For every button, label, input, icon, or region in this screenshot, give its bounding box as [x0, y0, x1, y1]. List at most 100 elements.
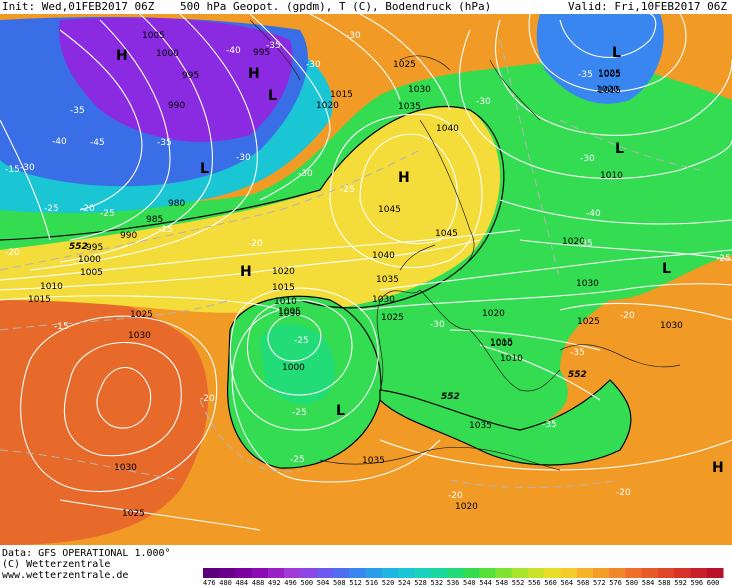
color-scale-label: 528 — [414, 579, 427, 587]
pressure-label: 1030 — [128, 331, 151, 341]
color-scale-label: 600 — [706, 579, 720, 587]
temperature-label: -30 — [580, 154, 595, 164]
source-url[interactable]: www.wetterzentrale.de — [2, 570, 129, 581]
temperature-label: -30 — [346, 31, 361, 41]
pressure-label: 1035 — [376, 275, 399, 285]
color-scale-swatch — [398, 568, 415, 578]
coastline — [489, 59, 541, 121]
color-scale-label: 544 — [479, 579, 492, 587]
color-scale-swatch — [446, 568, 464, 578]
yellow-band — [0, 106, 504, 313]
pressure-label: 1030 — [278, 309, 301, 319]
pressure-label: 1005 — [598, 70, 621, 80]
pressure-label: 995 — [182, 71, 199, 81]
low-pressure-center: L — [615, 141, 624, 157]
temperature-label: -30 — [236, 153, 251, 163]
temperature-label: -35 — [570, 348, 585, 358]
temperature-label: -20 — [200, 394, 215, 404]
temperature-label: -20 — [80, 204, 95, 214]
color-scale-label: 552 — [511, 579, 525, 587]
coastlines — [249, 19, 681, 471]
color-scale-swatch — [219, 568, 236, 578]
temperature-label: -20 — [620, 311, 635, 321]
color-scale-label: 536 — [446, 579, 460, 587]
color-scale-swatch — [365, 568, 383, 578]
pressure-label: 1005 — [278, 307, 301, 317]
color-scale-swatch — [463, 568, 480, 578]
pressure-label: 1030 — [114, 463, 137, 473]
temperature-label: -25 — [44, 204, 59, 214]
isobar — [267, 314, 322, 362]
color-scale-label: 576 — [609, 579, 622, 587]
isobar — [359, 133, 458, 245]
pressure-label: 990 — [120, 231, 137, 241]
isobar — [229, 287, 379, 431]
pressure-label: 1015 — [490, 338, 513, 348]
coastline — [419, 119, 475, 271]
isobar — [0, 239, 481, 291]
color-scale-swatch — [528, 568, 545, 578]
pressure-label: 1045 — [435, 229, 458, 239]
temperature-label: -35 — [578, 70, 593, 80]
color-scale-label: 492 — [268, 579, 281, 587]
pressure-label: 1020 — [272, 267, 295, 277]
isobar — [246, 299, 353, 396]
pressure-label: 1005 — [80, 268, 103, 278]
color-scale-label: 476 — [203, 579, 216, 587]
high-pressure-center: H — [248, 66, 260, 82]
coastline — [319, 446, 561, 471]
temperature-label: -40 — [226, 46, 241, 56]
color-scale-swatch — [316, 568, 334, 578]
pressure-label: 1020 — [596, 85, 619, 95]
map-footer: Data: GFS OPERATIONAL 1.000° (C) Wetterz… — [0, 545, 732, 587]
color-scale-swatch — [349, 568, 366, 578]
pressure-label: 1005 — [142, 31, 165, 41]
low-pressure-center: L — [612, 45, 621, 61]
color-scale-swatch — [511, 568, 529, 578]
pressure-label: 1020 — [562, 237, 585, 247]
pressure-label: 1000 — [282, 363, 305, 373]
color-scale-label: 500 — [300, 579, 314, 587]
isobar — [519, 239, 732, 261]
temperature-label: -25 — [292, 408, 307, 418]
color-scale-swatch — [609, 568, 626, 578]
pressure-label: 1015 — [272, 283, 295, 293]
isotherm — [0, 299, 231, 331]
isobar — [0, 119, 51, 241]
isotherm — [0, 149, 421, 271]
pressure-label: 1015 — [28, 295, 51, 305]
color-scale-bar — [203, 568, 724, 578]
pressure-label: 1010 — [600, 171, 623, 181]
isobar — [359, 283, 732, 311]
color-scale-label: 496 — [284, 579, 297, 587]
isobar — [459, 29, 732, 180]
cold-core-purple — [59, 17, 293, 142]
color-scale-swatch — [251, 568, 269, 578]
color-scale-swatch — [203, 568, 220, 578]
color-scale-swatch — [625, 568, 643, 578]
pressure-label: 1000 — [490, 339, 513, 349]
temperature-label: -15 — [5, 165, 20, 175]
temperature-label: -25 — [340, 185, 355, 195]
weather-map: 1005 1000 995 990 995 1025 1030 1015 1020 1035 104… — [0, 0, 732, 545]
temperature-label: -35 — [578, 239, 593, 249]
temperature-label: -35 — [542, 420, 557, 430]
pressure-label: 1025 — [130, 310, 153, 320]
isobar — [559, 13, 657, 58]
isobar — [20, 315, 218, 492]
color-scale-label: 512 — [349, 579, 362, 587]
pressure-label: 1010 — [500, 354, 523, 364]
pressure-label: 995 — [86, 243, 103, 253]
map-header: Init: Wed,01FEB2017 06Z 500 hPa Geopot. … — [0, 0, 732, 14]
temperature-label: -15 — [54, 322, 69, 332]
isobar — [449, 329, 601, 351]
pressure-label: 1045 — [378, 205, 401, 215]
color-scale-swatch — [284, 568, 301, 578]
isobar — [329, 113, 483, 268]
pressure-label: 1000 — [78, 255, 101, 265]
temperature-labels: -40-35-45-40 -35-30-30-30-35-30-25-20-15-… — [5, 31, 731, 501]
isobar — [69, 19, 171, 241]
isobar — [479, 344, 601, 401]
temperature-label: -25 — [294, 336, 309, 346]
temperature-label: -35 — [70, 106, 85, 116]
